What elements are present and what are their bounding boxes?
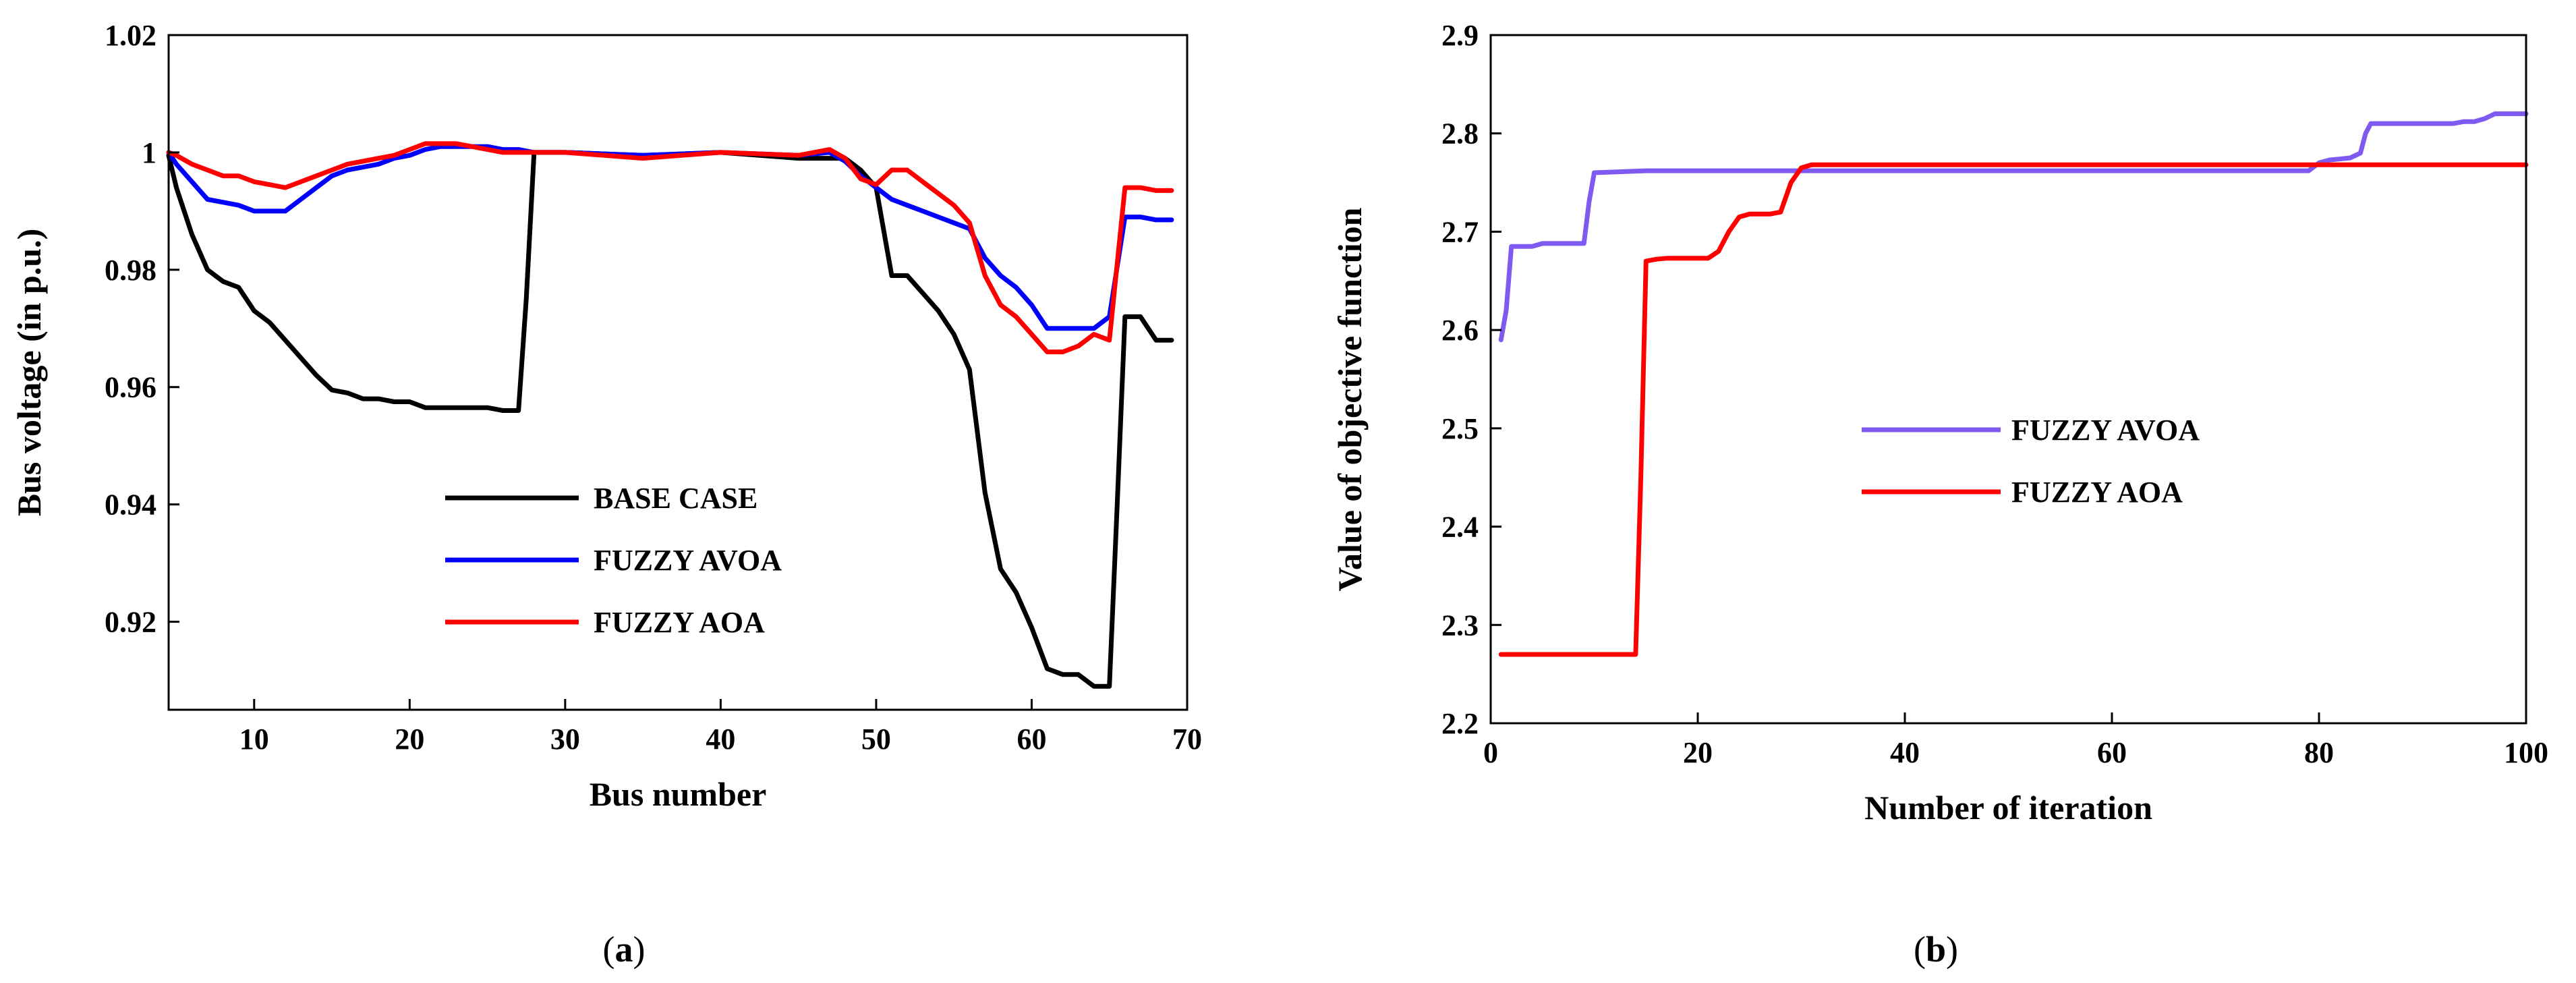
chart-b-ytick-label: 2.7 [1441, 215, 1479, 248]
chart-b-x-axis-title: Number of iteration [1864, 789, 2152, 826]
chart-b-xtick-label: 40 [1890, 736, 1920, 769]
chart-a-y-ticks: 0.92 0.94 0.96 0.98 1 1.02 [105, 19, 179, 639]
chart-b-x-ticks: 0 20 40 60 80 100 [1483, 712, 2548, 769]
chart-a-y-axis-title: Bus voltage (in p.u.) [10, 229, 48, 516]
chart-b-xtick-label: 80 [2304, 736, 2334, 769]
chart-b-xtick-label: 20 [1683, 736, 1713, 769]
chart-a-xtick-label: 40 [706, 723, 735, 756]
chart-a-legend-label: FUZZY AOA [594, 606, 765, 639]
chart-a-plot-frame [167, 34, 1189, 711]
chart-b: 2.2 2.3 2.4 2.5 2.6 2.7 2.8 2.9 0 20 40 60 80 100 Nu… [1331, 19, 2548, 970]
chart-b-series-layer [1498, 111, 2529, 657]
chart-b-xtick-label: 60 [2097, 736, 2127, 769]
chart-a-caption-letter: a [615, 929, 633, 970]
chart-b-series-fuzzy-avoa [1498, 111, 2529, 343]
chart-b-legend-label: FUZZY AOA [2011, 476, 2183, 509]
chart-b-legend: FUZZY AVOA FUZZY AOA [1862, 414, 2200, 509]
chart-b-ytick-label: 2.2 [1441, 707, 1479, 740]
chart-a-xtick-label: 30 [550, 723, 580, 756]
chart-b-ytick-label: 2.8 [1441, 117, 1479, 150]
chart-a-x-axis-title: Bus number [590, 775, 767, 813]
chart-a-legend: BASE CASE FUZZY AVOA FUZZY AOA [445, 482, 782, 639]
chart-a-series-layer [166, 141, 1174, 689]
chart-b-ytick-label: 2.6 [1441, 314, 1479, 347]
chart-a-legend-label: FUZZY AVOA [594, 544, 782, 577]
chart-a-xtick-label: 60 [1017, 723, 1046, 756]
chart-b-caption: (b) [1914, 929, 1958, 970]
chart-b-ytick-label: 2.4 [1441, 511, 1479, 544]
chart-a-ytick-label: 0.92 [105, 606, 156, 639]
chart-b-y-axis-title: Value of objective function [1331, 207, 1369, 591]
chart-b-caption-letter: b [1926, 929, 1946, 970]
chart-b-xtick-label: 0 [1483, 736, 1498, 769]
chart-b-legend-label: FUZZY AVOA [2011, 414, 2200, 447]
chart-a-ytick-label: 1 [142, 136, 156, 169]
chart-a-caption: (a) [603, 929, 646, 970]
chart-a-ytick-label: 0.96 [105, 371, 156, 404]
chart-b-ytick-label: 2.5 [1441, 412, 1479, 445]
chart-b-series-fuzzy-aoa [1498, 162, 2529, 657]
chart-b-ytick-label: 2.9 [1441, 19, 1479, 52]
chart-a-xtick-label: 10 [239, 723, 269, 756]
chart-a: 0.92 0.94 0.96 0.98 1 1.02 10 20 30 40 50 60 70 Bus… [10, 19, 1202, 970]
chart-a-xtick-label: 50 [861, 723, 891, 756]
chart-a-ytick-label: 0.94 [105, 488, 156, 522]
chart-b-plot-frame [1489, 34, 2527, 725]
chart-a-legend-label: BASE CASE [594, 482, 757, 515]
chart-b-y-ticks: 2.2 2.3 2.4 2.5 2.6 2.7 2.8 2.9 [1441, 19, 1501, 740]
chart-b-ytick-label: 2.3 [1441, 609, 1479, 642]
chart-a-series-fuzzy-aoa [166, 141, 1174, 355]
chart-a-xtick-label: 70 [1172, 723, 1202, 756]
chart-a-ytick-label: 1.02 [105, 19, 156, 52]
chart-a-ytick-label: 0.98 [105, 254, 156, 287]
chart-a-x-ticks: 10 20 30 40 50 60 70 [239, 699, 1202, 756]
chart-b-xtick-label: 100 [2504, 736, 2548, 769]
chart-a-xtick-label: 20 [395, 723, 424, 756]
